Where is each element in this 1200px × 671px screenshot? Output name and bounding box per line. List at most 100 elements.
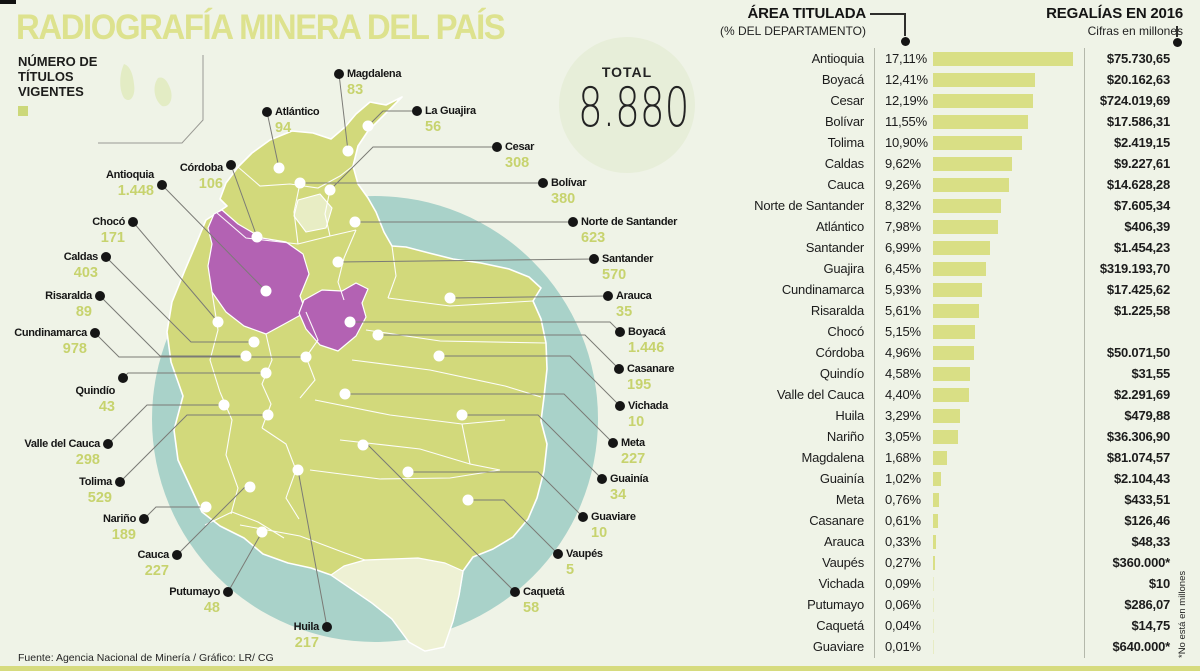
department-name: Chocó [827,324,864,339]
map-label-value: 308 [505,154,530,171]
area-percentage: 12,19% [885,93,928,108]
map-point [273,162,285,174]
table-row: Boyacá 12,41% $20.162,63 [730,69,1170,90]
map-label-value: 623 [581,229,606,246]
map-point [349,216,361,228]
percentage-bar [933,492,940,507]
bar-cell [933,387,1079,402]
header-connector-line [870,13,906,15]
map-label: Cesar 308 [505,138,534,171]
map-point [218,399,230,411]
label-dot [128,217,138,227]
map-label: Caquetá 58 [523,583,565,616]
percentage-bar [933,72,1035,87]
department-name: Guajira [823,261,864,276]
island-shape [154,77,172,107]
regalias-value: $319.193,70 [1099,261,1170,276]
map-label: Vaupés 5 [566,545,603,578]
area-percentage: 10,90% [885,135,928,150]
bar-cell [933,93,1079,108]
leader-line [99,295,246,357]
map-label-name: La Guajira [425,105,476,117]
bar-cell [933,219,1079,234]
department-name: Arauca [824,534,864,549]
area-percentage: 0,33% [885,534,921,549]
area-percentage: 0,04% [885,618,921,633]
map-label-value: 35 [616,303,633,320]
department-name: Cauca [827,177,864,192]
leader-line [345,393,614,444]
percentage-bar [933,450,947,465]
regalias-value: $36.306,90 [1106,429,1170,444]
percentage-bar [933,156,1012,171]
department-name: Atlántico [815,219,864,234]
map-point [260,285,272,297]
map-label-name: Quindío [75,385,116,397]
label-dot [615,327,625,337]
map-label-value: 106 [198,175,223,192]
map-label-name: Atlántico [275,106,320,118]
map-label-name: Cauca [137,549,169,561]
department-name: Meta [835,492,864,507]
area-percentage: 0,76% [885,492,921,507]
department-name: Nariño [826,429,864,444]
percentage-bar [933,555,936,570]
map-label-name: Arauca [616,290,652,302]
leader-line [468,499,559,555]
map-label-name: Guaviare [591,511,636,523]
table-row: Huila 3,29% $479,88 [730,405,1170,426]
map-label-value: 171 [100,229,125,246]
island-shape [120,64,135,101]
bar-cell [933,513,1079,528]
area-percentage: 4,58% [885,366,921,381]
map-point [212,316,224,328]
amazonas-pale-region [330,557,464,652]
department-name: Guainía [819,471,864,486]
map-label-value: 58 [523,599,540,616]
department-name: Vichada [818,576,865,591]
table-row: Caquetá 0,04% $14,75 [730,615,1170,636]
map-label-value: 403 [73,264,98,281]
percentage-bar [933,282,982,297]
percentage-bar [933,576,934,591]
page-title: RADIOGRAFÍA MINERA DEL PAÍS [16,8,506,47]
department-name: Caldas [824,156,864,171]
leader-line [297,469,328,628]
bar-cell [933,51,1079,66]
map-label-name: Casanare [627,363,675,375]
map-point [357,439,369,451]
bar-cell [933,618,1079,633]
table-row: Bolívar 11,55% $17.586,31 [730,111,1170,132]
department-name: Caquetá [816,618,864,633]
boyaca-highlight [298,282,369,352]
leader-line [338,73,349,152]
map-label: Santander 570 [602,250,653,283]
table-row: Vaupés 0,27% $360.000* [730,552,1170,573]
regalias-value: $640.000* [1112,639,1171,654]
table-row: Antioquia 17,11% $75.730,65 [730,48,1171,69]
area-percentage: 0,61% [885,513,921,528]
legend-swatch [18,106,28,116]
percentage-bar [933,51,1073,66]
department-name: Huila [835,408,864,423]
label-dot [412,106,422,116]
map-label: Caldas 403 [64,248,99,281]
percentage-bar [933,324,976,339]
header-connector-line [1176,26,1178,37]
leader-line [378,334,620,370]
label-dot [226,160,236,170]
map-label-name: Norte de Santander [581,216,678,228]
percentage-bar [933,114,1028,129]
table-row: Córdoba 4,96% $50.071,50 [730,342,1171,363]
department-name: Antioquia [811,51,865,66]
map-label-name: Meta [621,437,645,449]
area-percentage: 0,27% [885,555,921,570]
column-header-area-titulada: ÁREA TITULADA (% DEL DEPARTAMENTO) [720,5,866,38]
percentage-bar [933,534,936,549]
map-label-value: 189 [111,526,136,543]
label-dot [492,142,502,152]
percentage-bar [933,303,979,318]
department-name: Putumayo [807,597,864,612]
regalias-value: $1.454,23 [1113,240,1170,255]
map-label: Quindío 43 [75,382,116,415]
